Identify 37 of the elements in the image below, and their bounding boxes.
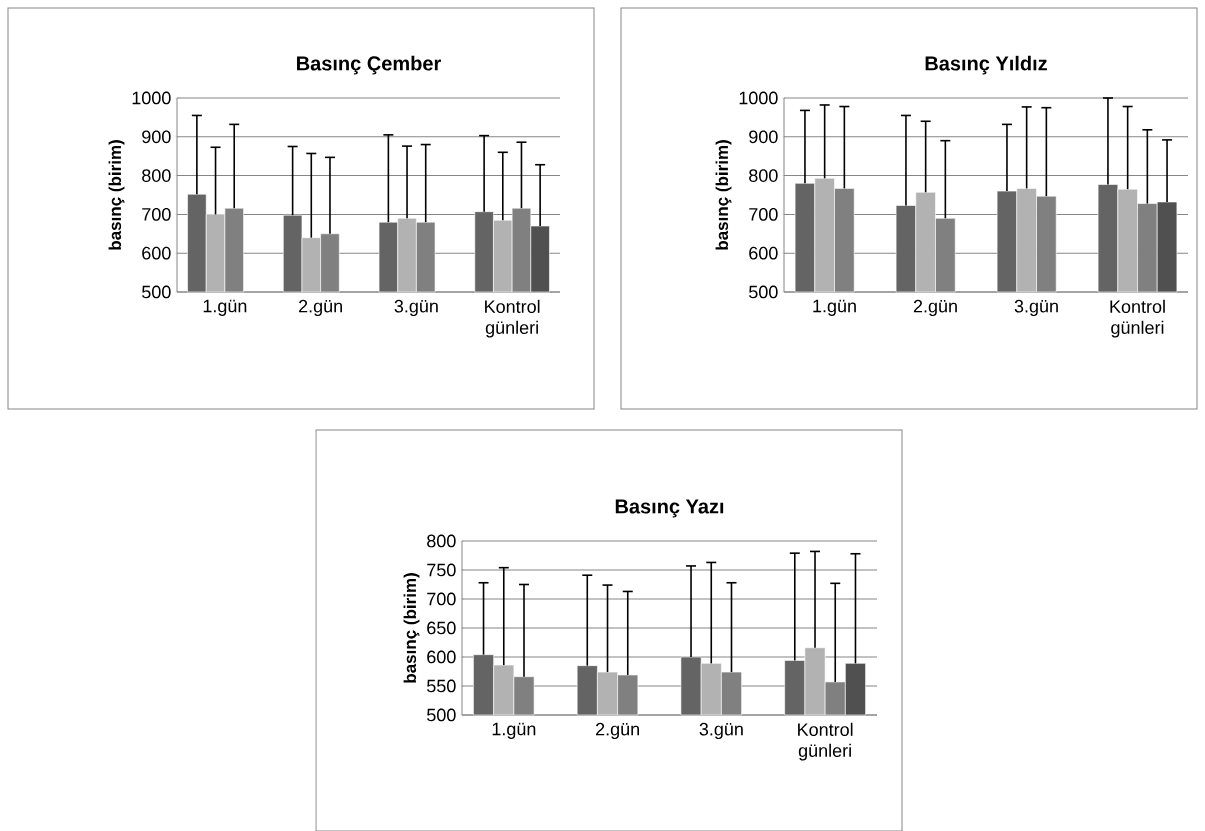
y-tick-label: 750 [427, 563, 456, 577]
chart-title: Basınç Yazı [615, 499, 724, 518]
x-tick-label: Kontrol günleri [798, 722, 853, 761]
chart-title: Basınç Çember [297, 55, 441, 75]
y-tick-label: 650 [427, 621, 456, 635]
y-tick-label: 800 [749, 168, 778, 182]
y-tick-label: 500 [749, 285, 778, 299]
x-tick-label: 1.gün [492, 722, 536, 739]
x-tick-label: 3.gün [699, 722, 743, 739]
y-tick-label: 900 [749, 130, 778, 143]
x-tick-label: 3.gün [1014, 299, 1058, 316]
y-tick-label: 600 [749, 246, 778, 260]
x-tick-label: 3.gün [394, 299, 438, 316]
x-tick-label: 1.gün [813, 299, 856, 316]
y-tick-label: 550 [427, 679, 456, 693]
x-tick-label: 2.gün [299, 299, 342, 316]
chart-title: Basınç Yıldız [925, 55, 1047, 75]
y-tick-label: 800 [427, 534, 456, 548]
y-tick-label: 700 [427, 592, 456, 606]
y-tick-label: 500 [142, 285, 171, 299]
y-tick-label: 1000 [739, 91, 778, 105]
y-tick-label: 700 [142, 207, 171, 221]
y-tick-label: 1000 [132, 91, 171, 105]
x-tick-label: 2.gün [596, 722, 639, 739]
y-axis-title: basınç (birim) [403, 572, 420, 683]
y-tick-label: 800 [142, 168, 171, 182]
y-tick-label: 500 [427, 708, 456, 722]
x-tick-label: 2.gün [913, 299, 957, 316]
x-tick-label: Kontrol günleri [485, 299, 540, 338]
x-tick-label: Kontrol günleri [1110, 299, 1165, 338]
y-tick-label: 600 [427, 650, 456, 664]
y-axis-title: basınç (birim) [108, 139, 125, 250]
y-tick-label: 600 [142, 246, 171, 260]
y-tick-label: 700 [749, 207, 778, 221]
y-tick-label: 900 [142, 130, 171, 143]
y-axis-title: basınç (birim) [715, 139, 732, 250]
x-tick-label: 1.gün [203, 299, 247, 316]
